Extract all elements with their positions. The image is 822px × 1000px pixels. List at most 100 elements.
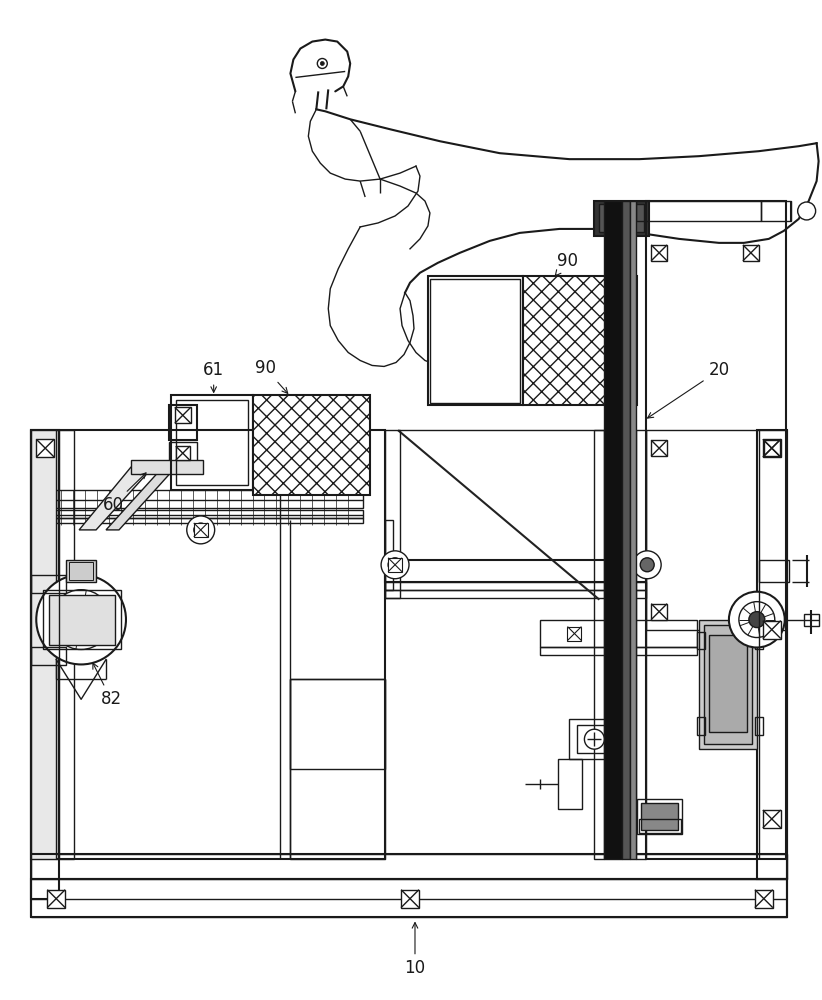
Bar — [763, 439, 781, 457]
Bar — [31, 854, 787, 879]
Bar — [523, 276, 637, 405]
Bar — [759, 560, 789, 582]
Bar — [47, 890, 65, 908]
Bar — [523, 276, 637, 405]
Bar — [630, 201, 636, 859]
Bar — [763, 810, 781, 828]
Bar — [640, 819, 681, 833]
Bar — [697, 717, 705, 735]
Bar — [651, 245, 667, 261]
Bar — [171, 395, 252, 490]
Circle shape — [739, 602, 775, 638]
Polygon shape — [106, 467, 176, 530]
Bar — [385, 590, 646, 598]
Bar — [385, 520, 393, 590]
Bar — [539, 647, 697, 655]
Bar — [755, 717, 763, 735]
Circle shape — [194, 523, 208, 537]
Circle shape — [640, 558, 654, 572]
Bar — [290, 679, 385, 859]
Circle shape — [36, 575, 126, 664]
Bar — [31, 879, 787, 917]
Bar — [290, 679, 385, 769]
Bar — [637, 799, 682, 834]
Bar — [31, 647, 66, 665]
Bar — [651, 440, 667, 456]
Circle shape — [388, 558, 402, 572]
Bar — [31, 430, 385, 859]
Bar — [755, 890, 773, 908]
Bar — [169, 442, 196, 464]
Bar — [699, 620, 757, 749]
Circle shape — [187, 516, 215, 544]
Bar — [176, 400, 247, 485]
Text: 10: 10 — [404, 923, 426, 977]
Bar — [577, 725, 612, 753]
Circle shape — [317, 58, 327, 68]
Bar — [56, 490, 363, 508]
Bar — [697, 632, 705, 649]
Bar — [757, 430, 787, 879]
Bar — [176, 446, 190, 460]
Bar — [557, 759, 583, 809]
Bar — [66, 560, 96, 582]
Circle shape — [51, 590, 111, 649]
Bar — [804, 614, 819, 626]
Bar — [743, 245, 759, 261]
Bar — [646, 430, 786, 630]
Text: 90: 90 — [255, 359, 288, 393]
Circle shape — [321, 61, 325, 65]
Bar — [622, 201, 630, 859]
Bar — [169, 405, 196, 440]
Bar — [539, 620, 697, 647]
Circle shape — [584, 729, 604, 749]
Bar — [385, 430, 400, 598]
Bar — [763, 621, 781, 639]
Bar — [428, 276, 523, 405]
Bar — [641, 803, 678, 830]
Text: 60: 60 — [103, 473, 146, 514]
Bar — [567, 627, 581, 641]
Bar — [636, 430, 646, 859]
Bar — [44, 590, 121, 649]
Bar — [761, 201, 791, 221]
Bar — [36, 439, 54, 457]
Bar — [56, 518, 363, 523]
Bar — [56, 430, 74, 859]
Bar — [49, 595, 115, 645]
Bar — [69, 562, 93, 580]
Text: 90: 90 — [556, 252, 578, 276]
Circle shape — [381, 551, 409, 579]
Text: 20: 20 — [648, 361, 729, 418]
Bar — [709, 635, 747, 732]
Text: 61: 61 — [203, 361, 224, 392]
Bar — [252, 395, 370, 495]
Bar — [604, 201, 622, 859]
Circle shape — [69, 608, 93, 632]
Bar — [430, 279, 520, 403]
Circle shape — [633, 551, 661, 579]
Bar — [194, 523, 208, 537]
Text: 82: 82 — [93, 663, 122, 708]
Circle shape — [729, 592, 785, 647]
Bar — [388, 558, 402, 572]
Bar — [646, 201, 786, 859]
Bar — [31, 430, 59, 899]
Bar — [651, 604, 667, 620]
Bar — [599, 204, 644, 232]
Polygon shape — [79, 467, 153, 530]
Circle shape — [749, 612, 764, 628]
Bar — [401, 890, 419, 908]
Bar — [131, 460, 203, 474]
Bar — [31, 575, 66, 593]
Bar — [594, 430, 604, 859]
Bar — [764, 440, 780, 456]
Bar — [385, 582, 646, 590]
Circle shape — [75, 614, 87, 626]
Bar — [56, 510, 363, 518]
Circle shape — [797, 202, 815, 220]
Bar — [570, 719, 619, 759]
Bar — [175, 407, 191, 423]
Bar — [704, 625, 752, 744]
Bar — [385, 560, 646, 582]
